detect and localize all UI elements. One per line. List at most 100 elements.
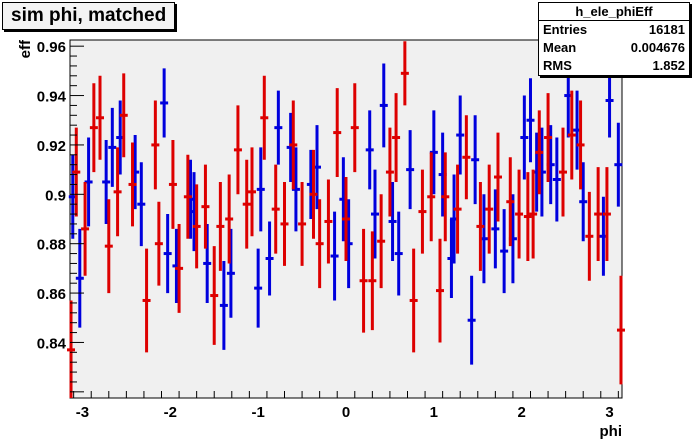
data-point [72,127,81,217]
y-tick-label: 0.94 [37,89,67,106]
data-point [506,157,515,247]
data-point [104,199,113,294]
data-point [89,83,98,173]
data-point [493,132,502,222]
data-point [342,177,350,261]
data-point [108,107,117,187]
x-tick-label: 2 [518,404,526,421]
data-point [151,100,160,190]
y-tick-label: 0.9 [45,187,66,204]
data-point [576,100,585,190]
data-point [427,152,436,242]
data-point [81,181,90,276]
data-point [175,223,184,313]
data-point [394,211,403,296]
stats-box: h_ele_phiEff Entries 16181 Mean 0.004676… [538,2,690,76]
data-point [119,73,128,158]
data-point [242,159,251,249]
data-point [476,181,485,271]
data-point [247,147,256,237]
data-point [485,164,494,254]
data-point [137,162,146,247]
data-point [210,246,219,345]
x-axis-label: phi [600,423,623,440]
stats-row-rms: RMS 1.852 [539,57,689,75]
stats-row-mean: Mean 0.004676 [539,39,689,57]
data-point [203,223,212,303]
data-point [298,181,307,266]
data-point [392,93,401,182]
data-point [359,228,368,333]
data-point [400,41,409,106]
data-point [330,211,339,301]
x-tick-label: 0 [342,404,350,421]
data-point [515,169,524,259]
data-point [368,231,377,331]
data-point [500,209,509,294]
data-point [274,90,283,165]
y-tick-label: 0.92 [37,138,66,155]
data-point [544,93,553,182]
data-point [183,154,192,239]
data-point [385,127,394,217]
data-point [520,95,529,180]
data-point [456,95,465,175]
data-point [491,189,500,269]
data-point [467,275,476,365]
data-point [616,275,625,385]
data-point [594,167,603,261]
data-point [113,147,122,237]
data-point [225,174,234,264]
data-point [192,184,201,269]
data-point [526,78,535,163]
stats-label: Entries [543,22,588,37]
chart-marks [67,41,625,398]
data-point [529,169,538,259]
data-point [333,88,342,178]
data-point [418,169,427,254]
stats-histogram-name: h_ele_phiEff [539,3,689,21]
data-point [260,75,269,160]
data-point [535,110,544,195]
data-point [379,63,388,148]
data-point [523,172,532,261]
data-point [377,194,386,289]
data-point [441,152,450,242]
data-point [160,68,169,138]
y-tick-label: 0.84 [37,335,67,352]
data-point [142,248,151,353]
data-point [163,214,172,294]
data-point [350,83,359,173]
data-point [309,149,318,239]
data-point [365,110,374,190]
x-tick-label: -2 [164,404,177,421]
data-point [256,147,265,232]
data-point [602,167,611,261]
data-point [216,181,225,271]
data-point [585,191,594,281]
data-point [233,105,242,195]
data-point [409,248,418,353]
chart-axes: 0.84 0.86 0.88 0.9 0.92 0.94 0.96 -3 -2 -1 0 1 2 3 [37,39,619,421]
stats-value: 1.852 [652,58,685,73]
data-point [370,169,379,259]
data-point [406,130,415,210]
data-point [567,90,576,180]
data-point [128,142,137,227]
data-point [436,238,445,343]
data-point [219,260,228,350]
y-axis-label: eff [17,39,34,58]
data-point [154,201,163,286]
data-point [168,139,177,229]
data-point [388,181,397,261]
data-point [201,164,210,249]
data-point [102,139,111,224]
y-tick-label: 0.86 [37,286,66,303]
data-point [558,127,567,217]
data-point [96,75,105,160]
x-tick-label: -1 [251,404,264,421]
stats-row-entries: Entries 16181 [539,21,689,39]
data-point [75,228,84,328]
data-point [614,122,623,207]
